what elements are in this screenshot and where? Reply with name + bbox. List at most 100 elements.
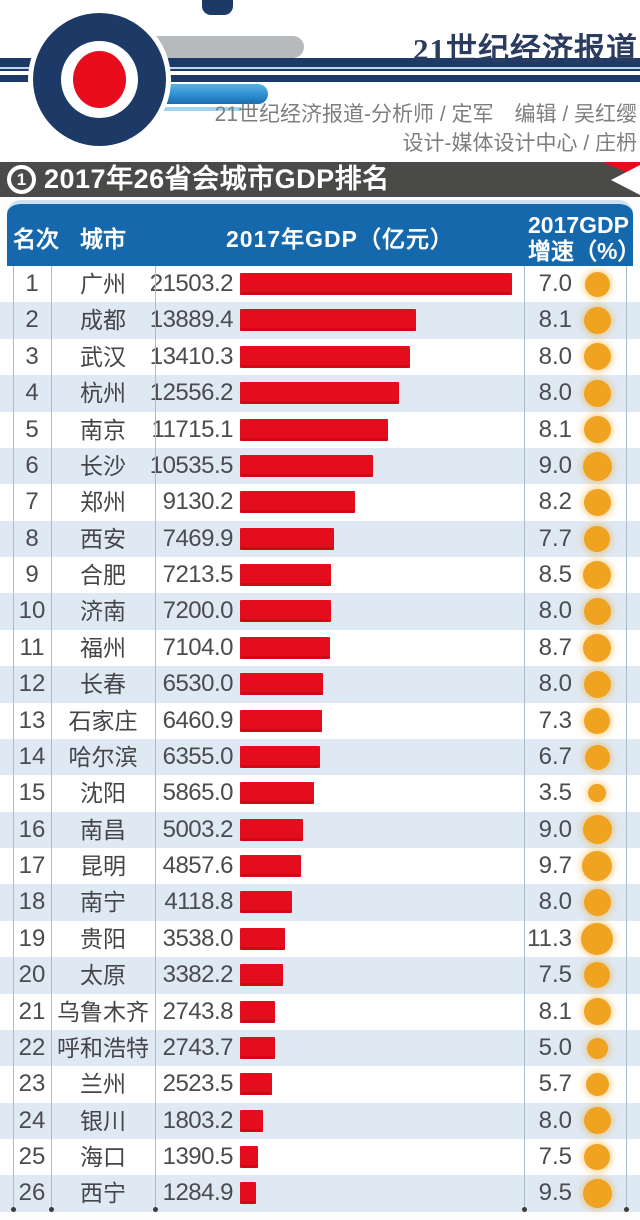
growth-value: 7.3 [538,706,572,734]
table-row: 1 广州 21503.2 7.0 [0,266,640,302]
table-row: 22 呼和浩特 2743.7 5.0 [0,1029,640,1067]
gdp-bar [240,382,399,405]
city-cell: 杭州 [80,380,126,407]
city-cell: 南宁 [80,889,126,916]
growth-value: 6.7 [538,742,572,770]
gdp-bar [240,1036,275,1059]
column-divider [524,266,525,1210]
column-divider [51,266,52,1210]
table-row: 20 太原 3382.2 7.5 [0,957,640,994]
gdp-value: 2743.8 [162,997,234,1025]
city-cell: 海口 [80,1144,126,1170]
gdp-bar [240,527,334,550]
gdp-bar [240,673,323,696]
city-cell: 贵阳 [80,925,126,952]
gdp-bar [240,818,303,841]
gdp-value: 2523.5 [162,1070,234,1098]
growth-dot-icon [582,1179,612,1209]
city-cell: 昆明 [80,853,126,879]
rank-cell: 5 [25,415,39,443]
growth-dot-icon [584,962,610,989]
gdp-value: 7469.9 [162,524,234,552]
gdp-bar [240,1000,275,1023]
growth-value: 8.0 [538,342,572,370]
city-cell: 哈尔滨 [68,743,138,770]
table-row: 7 郑州 9130.2 8.2 [0,484,640,520]
growth-value: 5.7 [538,1070,572,1098]
gdp-bar [240,418,388,441]
gdp-value: 5865.0 [162,779,234,807]
table-row: 9 合肥 7213.5 8.5 [0,557,640,593]
rank-cell: 6 [25,451,39,479]
growth-dot-icon [584,744,610,770]
table-row: 13 石家庄 6460.9 7.3 [0,703,640,739]
divider-end-dot [153,1207,158,1212]
growth-dot-icon [584,707,610,734]
growth-dot-icon [584,271,610,297]
table-row: 14 哈尔滨 6355.0 6.7 [0,738,640,776]
gdp-value: 7200.0 [162,597,234,625]
city-cell: 福州 [80,634,126,661]
table-row: 26 西宁 1284.9 9.5 [0,1175,640,1212]
blue-swoosh [138,84,268,104]
section-number-badge: 1 [7,165,36,194]
growth-dot-icon [582,451,612,481]
logo-stripe-bottom [0,75,640,82]
gdp-bar [240,782,314,805]
growth-value: 9.7 [538,852,572,879]
growth-value: 8.0 [538,670,572,698]
rank-cell: 8 [25,524,39,552]
city-cell: 乌鲁木齐 [57,998,149,1025]
growth-value: 9.0 [538,815,572,843]
growth-value: 7.0 [538,270,572,297]
gdp-value: 12556.2 [149,379,234,407]
divider-end-dot [522,1207,527,1212]
growth-value: 7.5 [538,1143,572,1170]
gdp-value: 1803.2 [162,1106,234,1134]
rank-cell: 11 [19,633,45,661]
growth-dot-icon [583,1107,611,1135]
table-row: 5 南京 11715.1 8.1 [0,412,640,448]
growth-value: 8.0 [538,379,572,407]
growth-value: 8.1 [538,415,572,443]
section-title: 2017年26省会城市GDP排名 [44,164,390,194]
city-cell: 合肥 [80,562,126,588]
growth-value: 8.2 [538,488,572,516]
header-growth: 2017GDP 增速（%） [528,212,640,264]
logo-red-center [73,51,126,108]
growth-value: 8.1 [538,306,572,334]
gdp-value: 13410.3 [149,342,234,370]
growth-dot-icon [584,525,610,552]
city-cell: 济南 [80,598,126,625]
table-row: 18 南宁 4118.8 8.0 [0,884,640,921]
gdp-value: 7104.0 [162,633,234,661]
gdp-value: 4118.8 [164,888,233,916]
rank-cell: 22 [18,1033,46,1061]
column-divider [626,266,627,1210]
gdp-bar [240,636,330,659]
growth-dot-icon [583,343,611,371]
gdp-value: 7213.5 [162,561,234,588]
gdp-value: 2743.7 [162,1033,234,1061]
table-row: 12 长春 6530.0 8.0 [0,666,640,703]
growth-value: 8.0 [538,1106,572,1134]
gdp-value: 5003.2 [162,815,234,843]
city-cell: 西宁 [80,1180,126,1207]
city-cell: 长沙 [80,452,126,479]
table-row: 25 海口 1390.5 7.5 [0,1139,640,1175]
gdp-bar [240,309,416,332]
column-divider [13,266,14,1210]
table-row: 16 南昌 5003.2 9.0 [0,811,640,848]
gdp-bar [240,454,373,477]
gdp-bar [240,345,410,368]
table-row: 8 西安 7469.9 7.7 [0,520,640,557]
city-cell: 南昌 [80,816,126,843]
header-city: 城市 [80,226,126,252]
header-rank: 名次 [13,226,59,252]
gdp-bar [240,491,355,514]
masthead: 21世纪经济报道 21世纪经济报道-分析师 / 定军 编辑 / 吴红缨 设计-媒… [0,0,640,162]
city-cell: 广州 [80,271,126,297]
gdp-bar [240,600,331,623]
city-cell: 沈阳 [80,780,126,807]
credit-line-design: 设计-媒体设计中心 / 庄枬 [402,132,638,155]
